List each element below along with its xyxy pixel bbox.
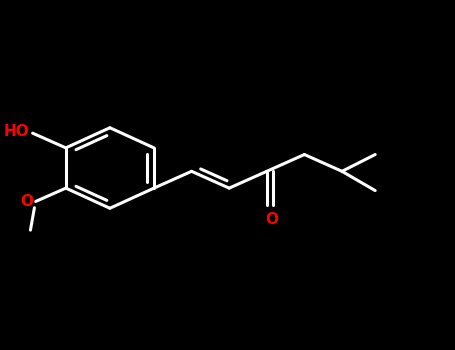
Text: O: O [20, 194, 34, 209]
Text: O: O [266, 211, 278, 226]
Text: HO: HO [3, 124, 29, 139]
